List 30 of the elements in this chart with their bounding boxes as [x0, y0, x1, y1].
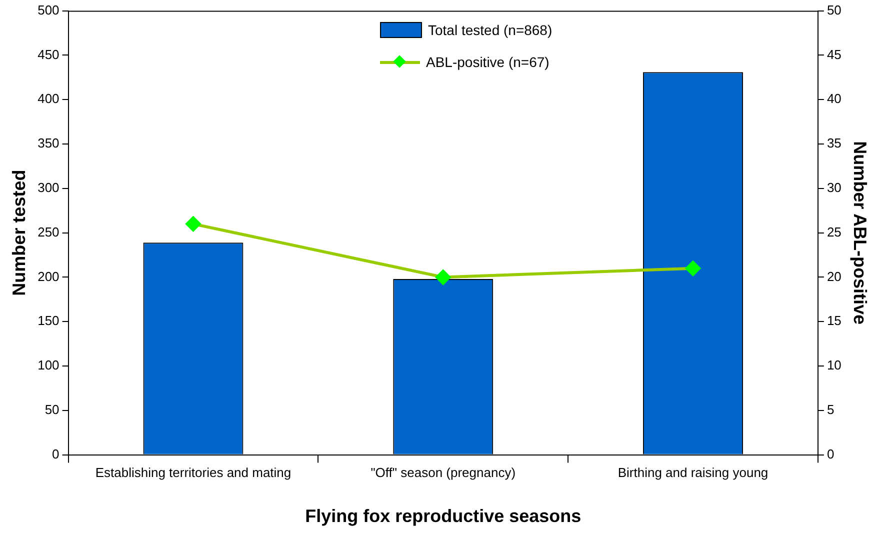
x-tick-label: Birthing and raising young [618, 465, 768, 480]
y2-tick-label: 25 [826, 224, 842, 240]
y2-tick-label: 40 [826, 91, 842, 106]
y2-axis-title: Number ABL-positive [850, 141, 870, 324]
y2-tick-label: 35 [826, 136, 842, 151]
x-tick-label: "Off" season (pregnancy) [370, 465, 516, 480]
y2-tick-label: 10 [826, 358, 842, 373]
y-tick-label: 150 [38, 313, 60, 328]
y-axis-title: Number tested [8, 170, 29, 296]
y-tick-label: 250 [38, 224, 60, 240]
y2-tick-label: 15 [826, 313, 842, 328]
x-axis-title: Flying fox reproductive seasons [305, 506, 582, 526]
y2-tick-label: 0 [826, 446, 834, 462]
y-tick-label: 350 [38, 136, 60, 151]
y-tick-label: 100 [38, 358, 60, 373]
y-tick-label: 500 [38, 2, 60, 18]
y-tick-label: 450 [38, 46, 60, 62]
y-tick-label: 200 [38, 268, 60, 284]
y2-tick-label: 45 [826, 46, 842, 62]
y2-tick-label: 5 [826, 402, 834, 417]
legend-label: ABL-positive (n=67) [426, 54, 550, 70]
legend-label: Total tested (n=868) [428, 22, 552, 38]
y-tick-label: 300 [38, 180, 60, 195]
x-tick-label: Establishing territories and mating [95, 465, 292, 480]
y-tick-label: 50 [44, 402, 60, 417]
y2-tick-label: 50 [826, 2, 842, 18]
y2-tick-label: 30 [826, 180, 842, 195]
y-tick-label: 0 [52, 446, 60, 462]
y-tick-label: 400 [38, 91, 60, 106]
y2-tick-label: 20 [826, 268, 842, 284]
